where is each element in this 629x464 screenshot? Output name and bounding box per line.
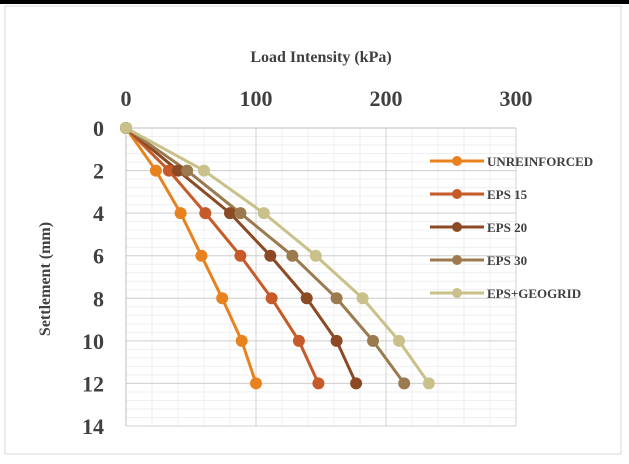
- legend-marker: [452, 189, 462, 199]
- data-point: [120, 122, 132, 134]
- data-point: [174, 207, 187, 220]
- x-tick-label: 300: [500, 86, 533, 111]
- top-border: [0, 0, 629, 4]
- data-point: [300, 292, 313, 305]
- data-point: [195, 249, 208, 262]
- x-axis-title: Load Intensity (kPa): [250, 49, 391, 66]
- x-tick-label: 0: [121, 86, 132, 111]
- data-point: [398, 377, 411, 390]
- y-tick-label: 8: [93, 286, 104, 311]
- y-tick-label: 0: [93, 116, 104, 141]
- data-point: [234, 249, 247, 262]
- y-tick-label: 6: [93, 244, 104, 269]
- data-point: [292, 334, 305, 347]
- y-tick-label: 14: [82, 414, 104, 439]
- data-point: [330, 334, 343, 347]
- y-tick-label: 12: [82, 371, 104, 396]
- data-point: [235, 334, 248, 347]
- data-point: [199, 207, 212, 220]
- y-axis-title: Settlement (mm): [37, 222, 54, 336]
- data-point: [257, 207, 270, 220]
- data-point: [234, 207, 247, 220]
- legend-label: EPS 15: [487, 187, 528, 202]
- y-tick-label: 10: [82, 329, 104, 354]
- legend-label: EPS+GEOGRID: [487, 286, 581, 301]
- data-point: [265, 292, 278, 305]
- legend-marker: [452, 255, 462, 265]
- data-point: [198, 164, 210, 177]
- legend-label: EPS 30: [487, 253, 527, 268]
- legend-label: UNREINFORCED: [487, 154, 593, 169]
- data-point: [422, 377, 435, 390]
- data-point: [264, 249, 277, 262]
- data-point: [393, 334, 405, 347]
- data-point: [250, 377, 262, 390]
- y-tick-label: 4: [93, 201, 104, 226]
- x-tick-label: 100: [240, 86, 273, 111]
- x-tick-label: 200: [370, 86, 403, 111]
- data-point: [181, 164, 194, 177]
- data-point: [149, 164, 162, 177]
- legend-marker: [452, 156, 462, 166]
- y-tick-label: 2: [93, 159, 104, 184]
- data-point: [309, 249, 322, 262]
- legend-marker: [452, 288, 462, 298]
- chart-area-border: [4, 5, 622, 455]
- data-point: [162, 164, 175, 177]
- data-point: [350, 377, 363, 390]
- data-point: [367, 334, 379, 347]
- data-point: [216, 292, 229, 305]
- data-point: [330, 292, 343, 305]
- data-point: [312, 377, 325, 390]
- data-point: [172, 164, 184, 177]
- data-point: [286, 249, 299, 262]
- data-point: [356, 292, 369, 305]
- legend-marker: [452, 222, 462, 232]
- data-point: [224, 207, 236, 220]
- legend-label: EPS 20: [487, 220, 527, 235]
